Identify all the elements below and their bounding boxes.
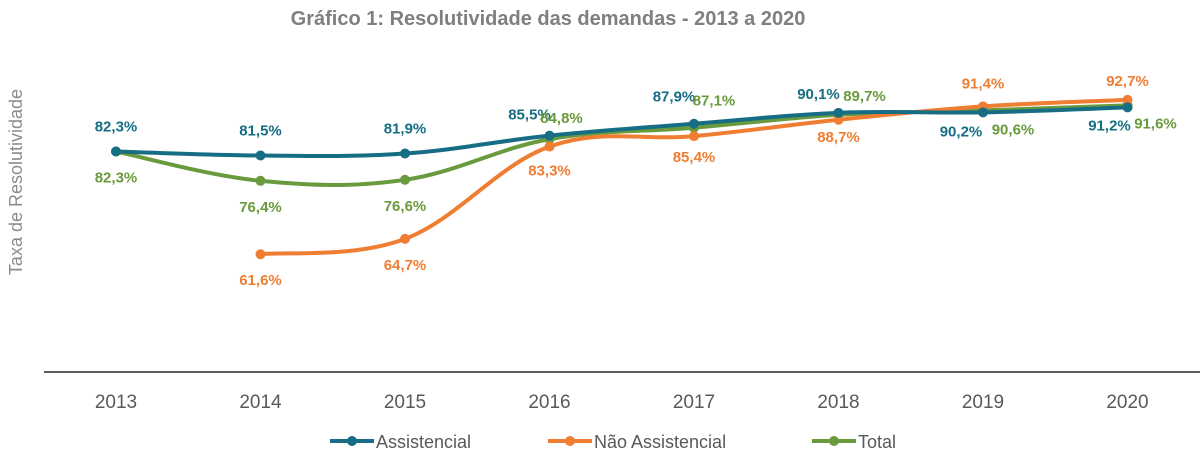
data-label-total-2020: 91,6%	[1134, 115, 1177, 132]
x-tick-label-2014: 2014	[239, 392, 282, 413]
series-points	[111, 94, 1133, 260]
data-label-assistencial-2014: 81,5%	[239, 122, 282, 139]
data-label-nao-assistencial-2016: 83,3%	[528, 163, 571, 180]
legend-label-nao-assistencial: Não Assistencial	[594, 432, 726, 452]
data-label-assistencial-2019: 90,2%	[940, 123, 983, 140]
data-point-assistencial-2015	[400, 148, 410, 159]
data-label-assistencial-2013: 82,3%	[95, 119, 138, 136]
data-label-total-2019: 90,6%	[992, 121, 1035, 138]
data-point-assistencial-2020	[1122, 102, 1133, 113]
data-label-assistencial-2016: 85,5%	[508, 107, 551, 124]
data-point-nao-assistencial-2015	[400, 233, 410, 244]
x-tick-label-2017: 2017	[673, 392, 715, 413]
data-label-nao-assistencial-2020: 92,7%	[1106, 73, 1149, 90]
x-tick-label-2020: 2020	[1106, 392, 1148, 413]
legend-item-total: Total	[812, 432, 896, 452]
legend-marker-total	[829, 436, 839, 446]
legend-item-assistencial: Assistencial	[330, 432, 471, 452]
legend-item-nao-assistencial: Não Assistencial	[548, 432, 726, 452]
legend: Assistencial Não Assistencial Total	[330, 432, 896, 452]
data-point-nao-assistencial-2016	[544, 141, 555, 152]
data-point-nao-assistencial-2018	[833, 114, 844, 125]
data-point-total-2015	[400, 174, 410, 185]
data-point-assistencial-2019	[978, 107, 988, 118]
data-label-total-2017: 87,1%	[693, 93, 736, 110]
data-point-assistencial-2016	[544, 130, 555, 141]
data-label-nao-assistencial-2015: 64,7%	[384, 257, 427, 274]
data-label-assistencial-2020: 91,2%	[1088, 117, 1131, 134]
x-tick-label-2013: 2013	[95, 392, 137, 413]
x-axis-ticks: 2013 2014 2015 2016 2017 2018 2019 2020	[95, 392, 1149, 413]
data-label-nao-assistencial-2017: 85,4%	[673, 149, 716, 166]
data-label-total-2015: 76,6%	[384, 198, 427, 215]
data-point-assistencial-2018	[833, 107, 844, 118]
data-label-assistencial-2018: 90,1%	[797, 86, 840, 103]
x-tick-label-2016: 2016	[528, 392, 570, 413]
data-point-nao-assistencial-2017	[689, 131, 699, 142]
legend-label-total: Total	[858, 432, 896, 452]
data-labels: 82,3% 81,5% 81,9% 85,5% 87,9% 90,1% 90,2% 91,2%…	[95, 73, 1177, 289]
legend-marker-assistencial	[347, 436, 357, 446]
data-point-assistencial-2013	[111, 146, 121, 157]
chart-title: Gráfico 1: Resolutividade das demandas -…	[291, 8, 806, 30]
data-point-total-2014	[255, 175, 266, 186]
data-label-nao-assistencial-2018: 88,7%	[817, 129, 860, 146]
data-point-nao-assistencial-2014	[255, 249, 266, 260]
data-label-total-2016: 84,8%	[540, 110, 583, 127]
data-label-total-2018: 89,7%	[843, 88, 886, 105]
series-line-total	[114, 103, 1130, 188]
data-label-assistencial-2017: 87,9%	[653, 89, 696, 106]
x-tick-label-2018: 2018	[817, 392, 859, 413]
legend-label-assistencial: Assistencial	[376, 432, 471, 452]
legend-marker-nao-assistencial	[565, 436, 575, 446]
data-label-total-2013: 82,3%	[95, 170, 138, 187]
data-point-assistencial-2014	[255, 150, 266, 161]
data-label-nao-assistencial-2019: 91,4%	[962, 75, 1005, 92]
data-label-assistencial-2015: 81,9%	[384, 121, 427, 138]
x-tick-label-2015: 2015	[384, 392, 426, 413]
data-label-total-2014: 76,4%	[239, 199, 282, 216]
y-axis-label: Taxa de Resolutividade	[6, 89, 26, 275]
x-tick-label-2019: 2019	[962, 392, 1004, 413]
data-point-nao-assistencial-2020	[1122, 94, 1133, 105]
series-line-assistencial	[114, 105, 1130, 158]
data-label-nao-assistencial-2014: 61,6%	[239, 272, 282, 289]
data-point-assistencial-2017	[689, 118, 699, 129]
